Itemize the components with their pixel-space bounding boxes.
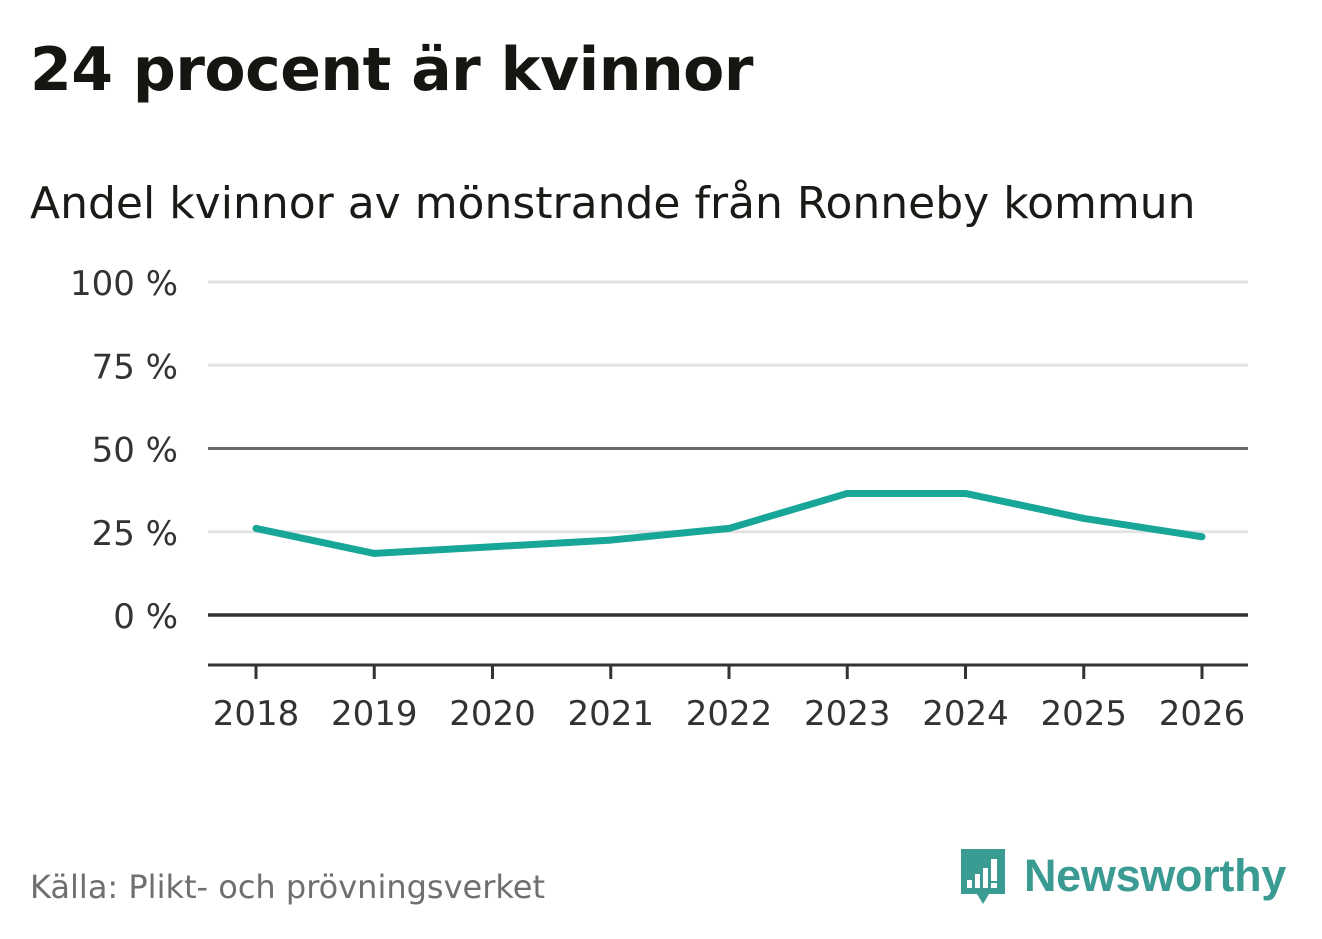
y-tick-label: 100 % [70, 264, 178, 304]
y-tick-label: 75 % [92, 347, 178, 387]
data-point [725, 524, 733, 532]
newsworthy-logo-icon [960, 849, 1005, 904]
x-tick-label: 2021 [567, 694, 654, 734]
data-point [252, 524, 260, 532]
data-point [843, 489, 851, 497]
x-tick-label: 2024 [922, 694, 1009, 734]
line-chart: 0 % 25 % 50 % 75 % 100 % 2018 2019 2020 2021 2022… [70, 264, 1248, 734]
brand-logo: Newsworthy [958, 846, 1286, 906]
x-tick-label: 2019 [331, 694, 418, 734]
chart-title: 24 procent är kvinnor [30, 35, 753, 105]
y-tick-label: 0 % [113, 597, 178, 637]
data-point [1198, 533, 1206, 541]
brand-name: Newsworthy [1023, 850, 1286, 901]
source-note: Källa: Plikt- och prövningsverket [30, 868, 545, 906]
y-tick-label: 50 % [92, 431, 178, 471]
x-tick-label: 2026 [1159, 694, 1246, 734]
x-tick-label: 2022 [686, 694, 773, 734]
x-tick-label: 2025 [1040, 694, 1127, 734]
chart-subtitle: Andel kvinnor av mönstrande från Ronneby… [30, 178, 1196, 229]
x-tick-label: 2018 [213, 694, 300, 734]
data-point [607, 536, 615, 544]
data-point [370, 549, 378, 557]
data-point [489, 543, 496, 551]
x-tick-label: 2023 [804, 694, 891, 734]
x-tick-label: 2020 [449, 694, 536, 734]
data-point [1080, 514, 1088, 522]
y-tick-label: 25 % [92, 514, 178, 554]
series-line [255, 489, 1203, 557]
data-point [962, 489, 969, 497]
